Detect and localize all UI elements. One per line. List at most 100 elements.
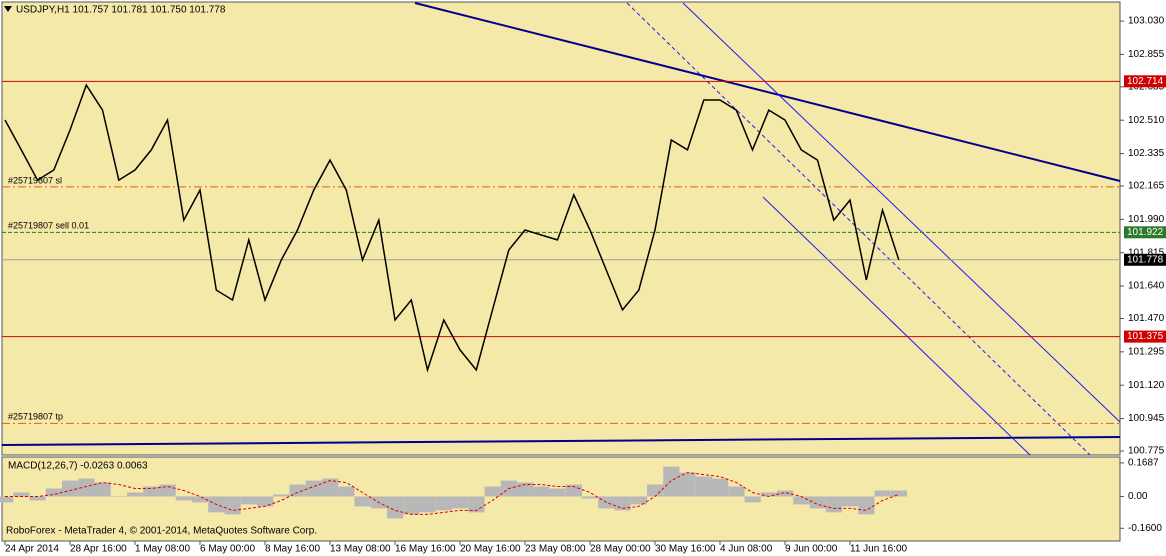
macd-bar	[257, 496, 274, 507]
last-price-box	[1124, 253, 1166, 266]
order-label: #25719807 sell 0.01	[8, 221, 89, 231]
y-tick-label: -0.1600	[1128, 523, 1162, 534]
macd-bar	[679, 472, 696, 497]
y-tick-label: 101.815	[1128, 247, 1165, 258]
x-tick-label: 28 Apr 16:00	[70, 544, 127, 555]
macd-bar	[533, 486, 550, 497]
macd-bar	[338, 486, 355, 497]
macd-bar	[744, 496, 761, 503]
macd-bar	[663, 466, 680, 497]
x-tick-label: 11 Jun 16:00	[850, 544, 908, 555]
x-tick-label: 20 May 16:00	[460, 544, 521, 555]
level-label: 102.714	[1127, 76, 1164, 87]
macd-bar	[159, 484, 176, 497]
order-price: 101.922	[1127, 227, 1164, 238]
macd-bar	[78, 478, 95, 497]
order-label: #25719807 tp	[8, 412, 63, 422]
macd-bar	[517, 482, 534, 497]
macd-bar	[192, 496, 209, 503]
y-tick-label: 102.855	[1128, 49, 1165, 60]
channel-line	[682, 2, 1121, 423]
macd-bar	[224, 496, 241, 515]
y-tick-label: 101.640	[1128, 281, 1165, 292]
macd-bar	[0, 496, 14, 503]
macd-bar	[29, 496, 46, 501]
x-tick-label: 6 May 00:00	[200, 544, 255, 555]
channel-line	[626, 2, 1091, 456]
macd-bar	[289, 484, 306, 497]
macd-bar	[62, 480, 79, 497]
macd-bar	[809, 496, 826, 509]
x-tick-label: 13 May 08:00	[330, 544, 391, 555]
macd-bar	[874, 490, 891, 497]
macd-bar	[435, 496, 452, 511]
macd-bar	[760, 492, 777, 497]
footer: RoboForex - MetaTrader 4, © 2001-2014, M…	[6, 526, 317, 537]
y-tick-label: 102.510	[1128, 115, 1165, 126]
indicator-header: MACD(12,26,7) -0.0263 0.0063	[8, 461, 148, 472]
macd-bar	[793, 496, 810, 505]
trend-line	[414, 2, 1121, 182]
macd-bar	[354, 496, 371, 507]
order-label: #25719807 sl	[8, 175, 62, 185]
signal-line	[5, 472, 899, 515]
macd-bar	[695, 476, 712, 497]
price-layer	[1, 2, 1121, 456]
x-tick-label: 23 May 08:00	[525, 544, 586, 555]
last-price-label: 101.778	[1127, 254, 1164, 265]
level-box	[1124, 75, 1166, 88]
macd-bar	[842, 496, 859, 507]
macd-bar	[175, 496, 192, 501]
macd-bar	[110, 496, 127, 497]
x-tick-label: 9 Jun 00:00	[785, 544, 838, 555]
macd-bar	[549, 488, 566, 497]
macd-bar	[273, 494, 290, 497]
y-tick-label: 100.945	[1128, 413, 1165, 424]
macd-bar	[240, 496, 257, 505]
price-line	[4, 83, 900, 373]
macd-bar	[94, 482, 111, 497]
x-tick-label: 4 Jun 08:00	[720, 544, 773, 555]
macd-bar	[13, 492, 30, 497]
macd-bar	[305, 480, 322, 497]
macd-bar	[484, 486, 501, 497]
macd-bar	[647, 484, 664, 497]
x-tick-label: 28 May 00:00	[590, 544, 651, 555]
y-tick-label: 100.775	[1128, 446, 1165, 457]
x-tick-label: 30 May 16:00	[655, 544, 716, 555]
macd-bar	[890, 490, 907, 497]
trend-line	[1, 436, 1121, 446]
y-tick-label: 102.335	[1128, 148, 1165, 159]
macd-bar	[419, 496, 436, 513]
y-tick-label: 101.990	[1128, 214, 1165, 225]
level-label: 101.375	[1127, 331, 1164, 342]
macd-bar	[387, 496, 404, 519]
y-tick-label: 101.295	[1128, 346, 1165, 357]
macd-bar	[127, 492, 144, 497]
channel-line	[762, 196, 1031, 456]
macd-bar	[322, 478, 339, 497]
macd-bar	[45, 488, 62, 497]
order-box	[1124, 226, 1166, 239]
macd-bar	[777, 490, 794, 497]
y-tick-label: 103.030	[1128, 16, 1165, 27]
y-tick-label: 102.165	[1128, 181, 1165, 192]
x-tick-label: 8 May 16:00	[265, 544, 320, 555]
macd-bar	[582, 496, 599, 499]
macd-bar	[565, 484, 582, 497]
menu-arrow[interactable]	[4, 6, 12, 12]
x-tick-label: 24 Apr 2014	[5, 544, 59, 555]
level-box	[1124, 330, 1166, 343]
y-tick-label: 0.00	[1128, 491, 1148, 502]
y-tick-label: 101.120	[1128, 380, 1165, 391]
y-tick-label: 0.1687	[1128, 458, 1159, 469]
x-tick-label: 16 May 16:00	[395, 544, 456, 555]
macd-bar	[143, 486, 160, 497]
y-tick-label: 101.470	[1128, 313, 1165, 324]
macd-bar	[403, 496, 420, 515]
macd-bar	[728, 486, 745, 497]
macd-bar	[858, 496, 875, 515]
chart-header: USDJPY,H1 101.757 101.781 101.750 101.77…	[16, 5, 226, 16]
macd-bar	[630, 496, 647, 505]
